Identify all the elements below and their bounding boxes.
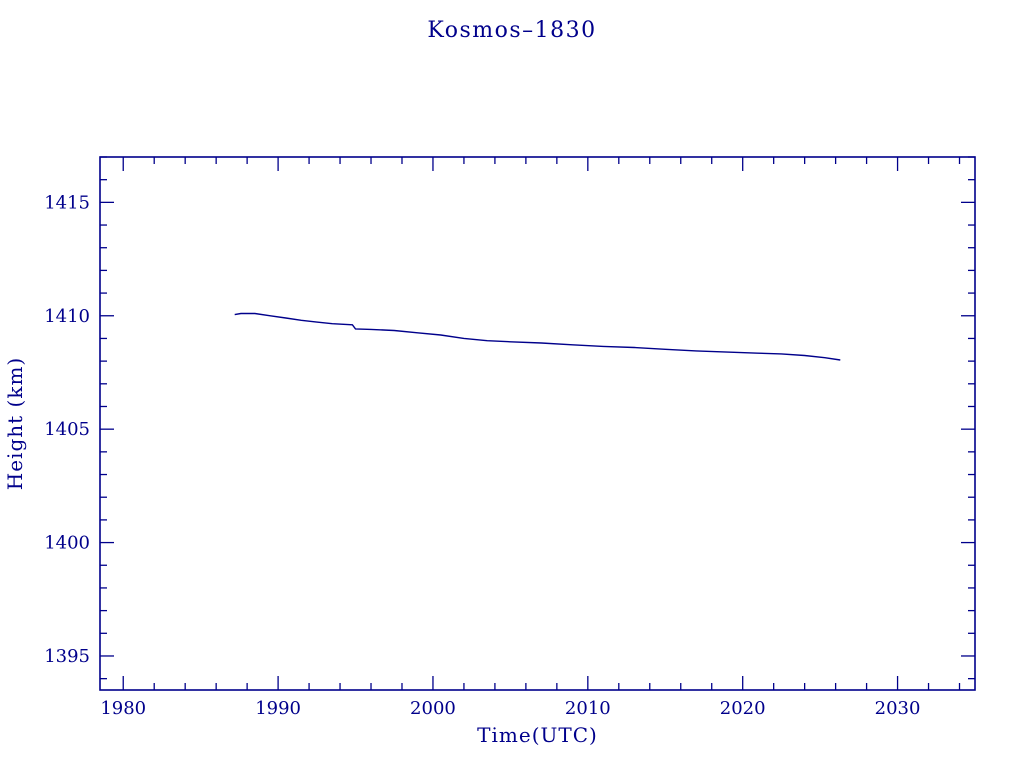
y-tick-label: 1395	[44, 646, 90, 667]
x-tick-label: 1990	[255, 698, 301, 719]
tick-labels: 1980 1990 2000 2010 2020 2030 1395 1400 1405 1410…	[44, 192, 920, 719]
x-axis-label: Time(UTC)	[477, 723, 598, 747]
y-axis-label: Height (km)	[3, 357, 27, 490]
x-tick-label: 2030	[875, 698, 921, 719]
x-tick-label: 2000	[410, 698, 456, 719]
y-tick-label: 1400	[44, 533, 90, 554]
y-tick-label: 1405	[44, 419, 90, 440]
plot-frame	[99, 156, 976, 691]
y-axis-ticks	[100, 156, 975, 680]
x-tick-label: 2010	[565, 698, 611, 719]
x-tick-label: 2020	[720, 698, 766, 719]
chart-title: Kosmos–1830	[427, 18, 597, 43]
data-line	[234, 312, 841, 361]
x-tick-label: 1980	[100, 698, 146, 719]
y-tick-label: 1415	[44, 192, 90, 213]
x-axis-ticks	[122, 157, 961, 690]
y-tick-label: 1410	[44, 306, 90, 327]
